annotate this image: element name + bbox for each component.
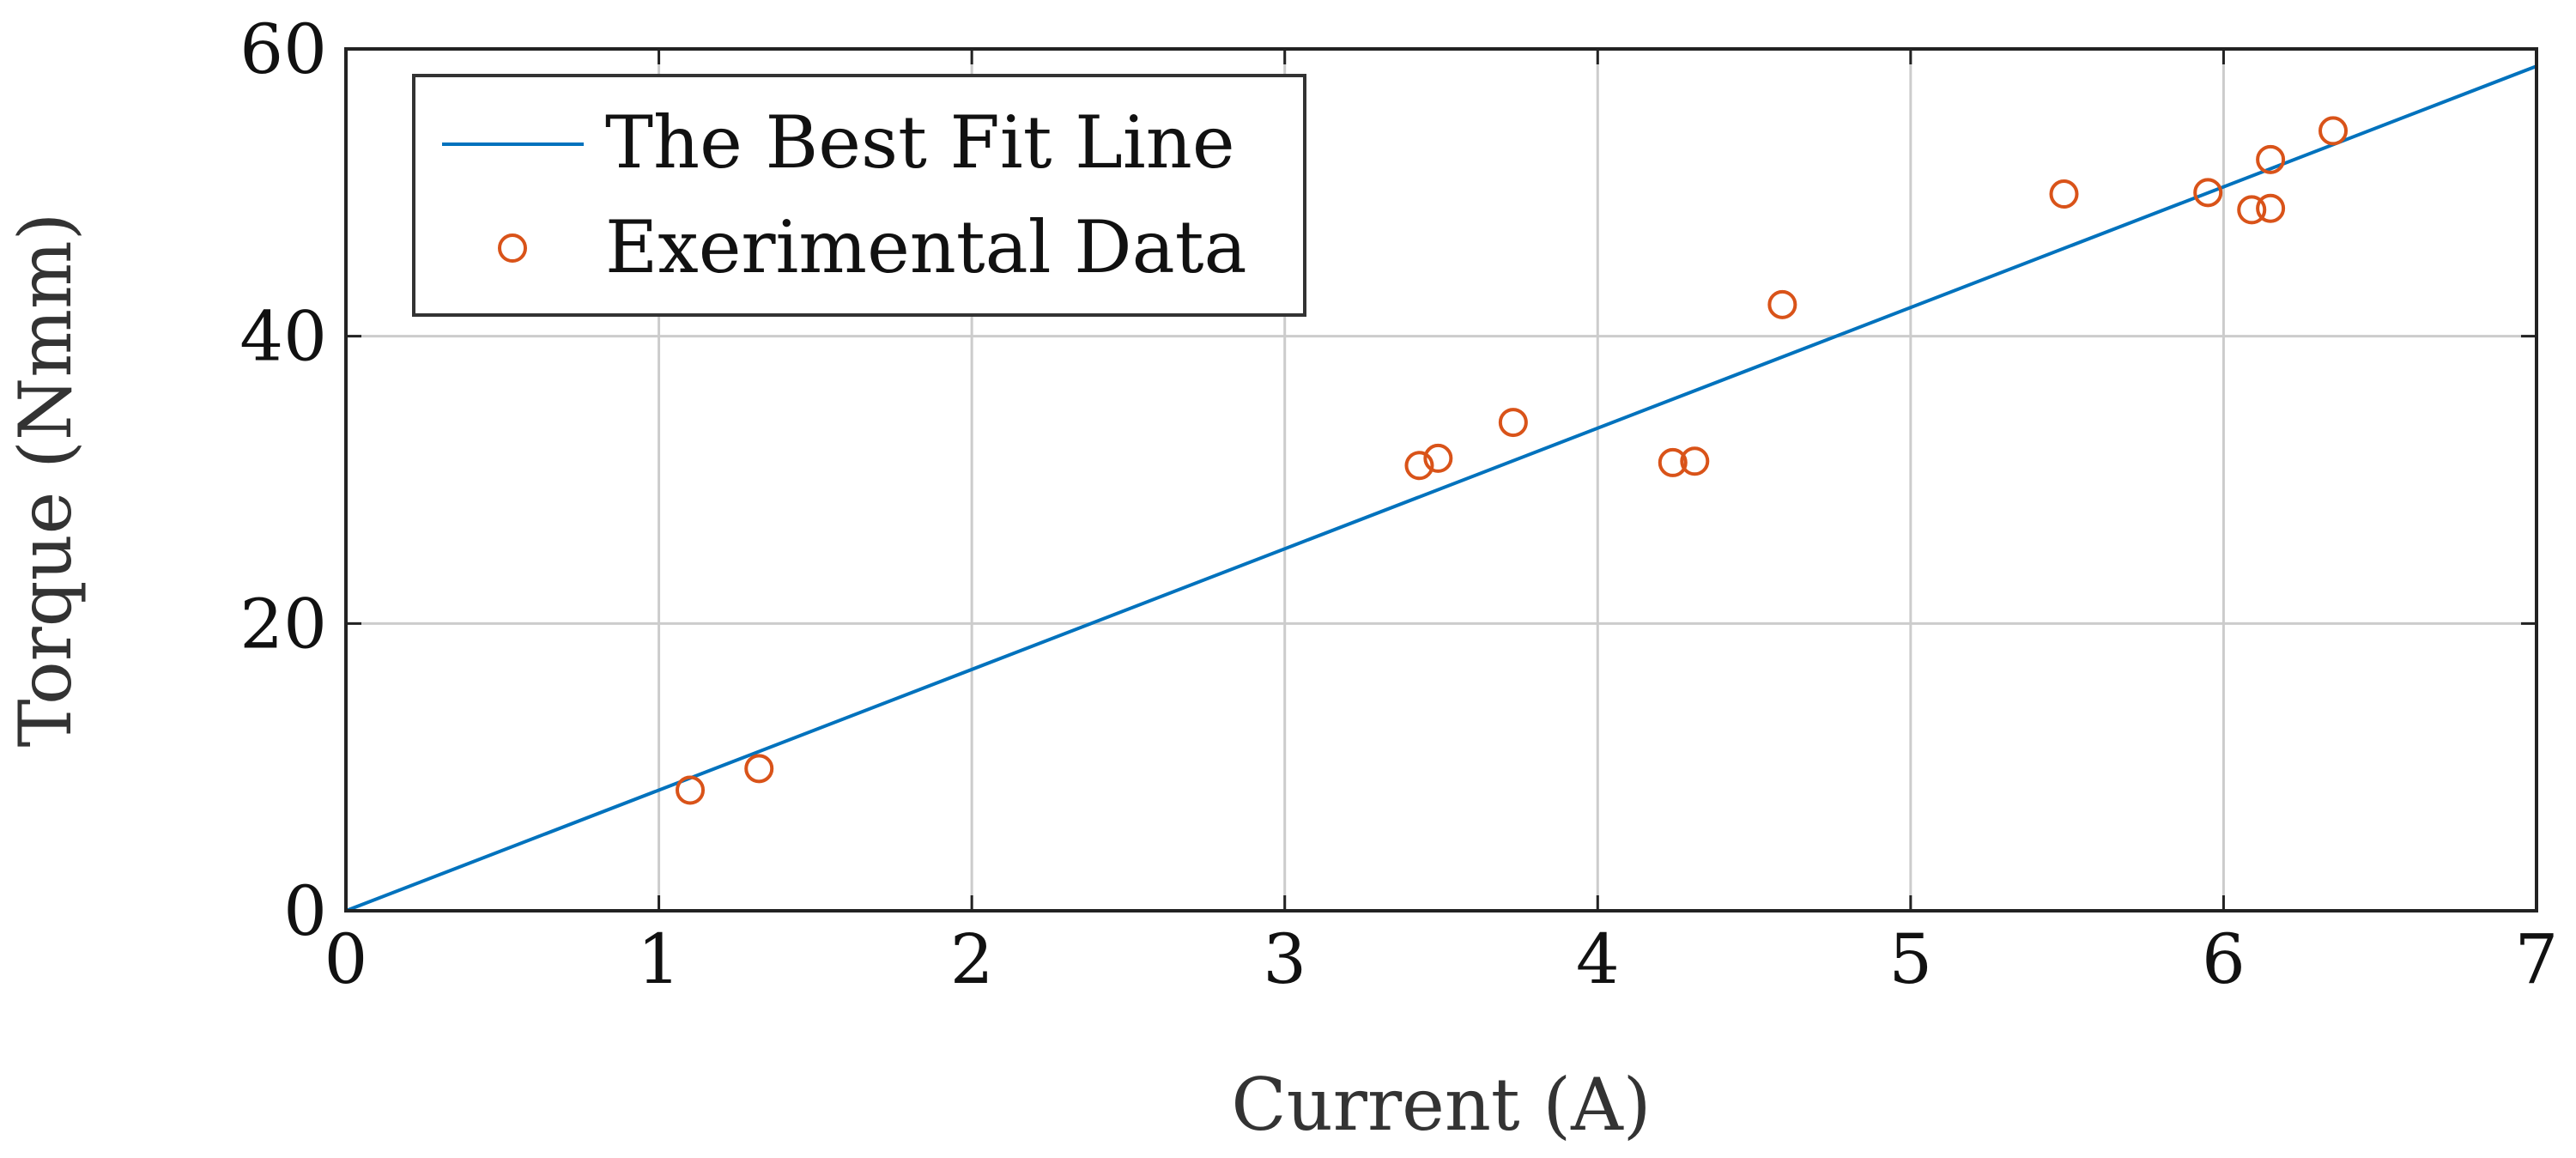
tick-labels: 0 1 2 3 4 5 6 7 0 20 40 60 — [239, 9, 2558, 999]
x-tick-label: 4 — [1576, 919, 1620, 999]
data-point — [2193, 178, 2223, 208]
data-point — [676, 775, 706, 805]
data-point — [2318, 116, 2349, 146]
y-tick-label: 60 — [239, 9, 327, 89]
data-point — [1680, 446, 1710, 476]
x-axis-title: Current (A) — [1231, 1063, 1651, 1147]
y-tick-label: 20 — [239, 584, 327, 664]
data-point — [2256, 193, 2286, 223]
legend: The Best Fit Line Exerimental Data — [412, 74, 1306, 317]
legend-box — [412, 74, 1306, 317]
x-tick-label: 3 — [1263, 919, 1306, 999]
x-tick-label: 1 — [637, 919, 681, 999]
plot-area-frame — [344, 47, 2538, 912]
y-tick-label: 0 — [283, 871, 327, 951]
data-point — [1658, 447, 1688, 477]
x-tick-label: 2 — [950, 919, 994, 999]
x-tick-label: 0 — [324, 919, 368, 999]
data-point — [1404, 451, 1434, 481]
data-point — [1423, 443, 1453, 473]
data-point — [1498, 408, 1528, 438]
x-tick-label: 7 — [2515, 919, 2559, 999]
x-tick-label: 5 — [1888, 919, 1932, 999]
y-axis-title: Torque (Nmm) — [3, 213, 88, 748]
data-point — [744, 754, 774, 784]
legend-label-best-fit: The Best Fit Line — [605, 100, 1235, 185]
y-tick-label: 40 — [239, 297, 327, 377]
experimental-data-points — [676, 116, 2349, 805]
x-tick-label: 6 — [2202, 919, 2246, 999]
best-fit-line — [345, 64, 2537, 912]
data-point — [2237, 195, 2267, 225]
legend-marker-swatch — [498, 233, 527, 263]
legend-label-experimental-data: Exerimental Data — [605, 205, 1247, 289]
data-point — [2256, 144, 2286, 174]
data-point — [1767, 289, 1797, 319]
data-point — [2049, 179, 2079, 209]
best-fit-line-group — [345, 64, 2537, 912]
